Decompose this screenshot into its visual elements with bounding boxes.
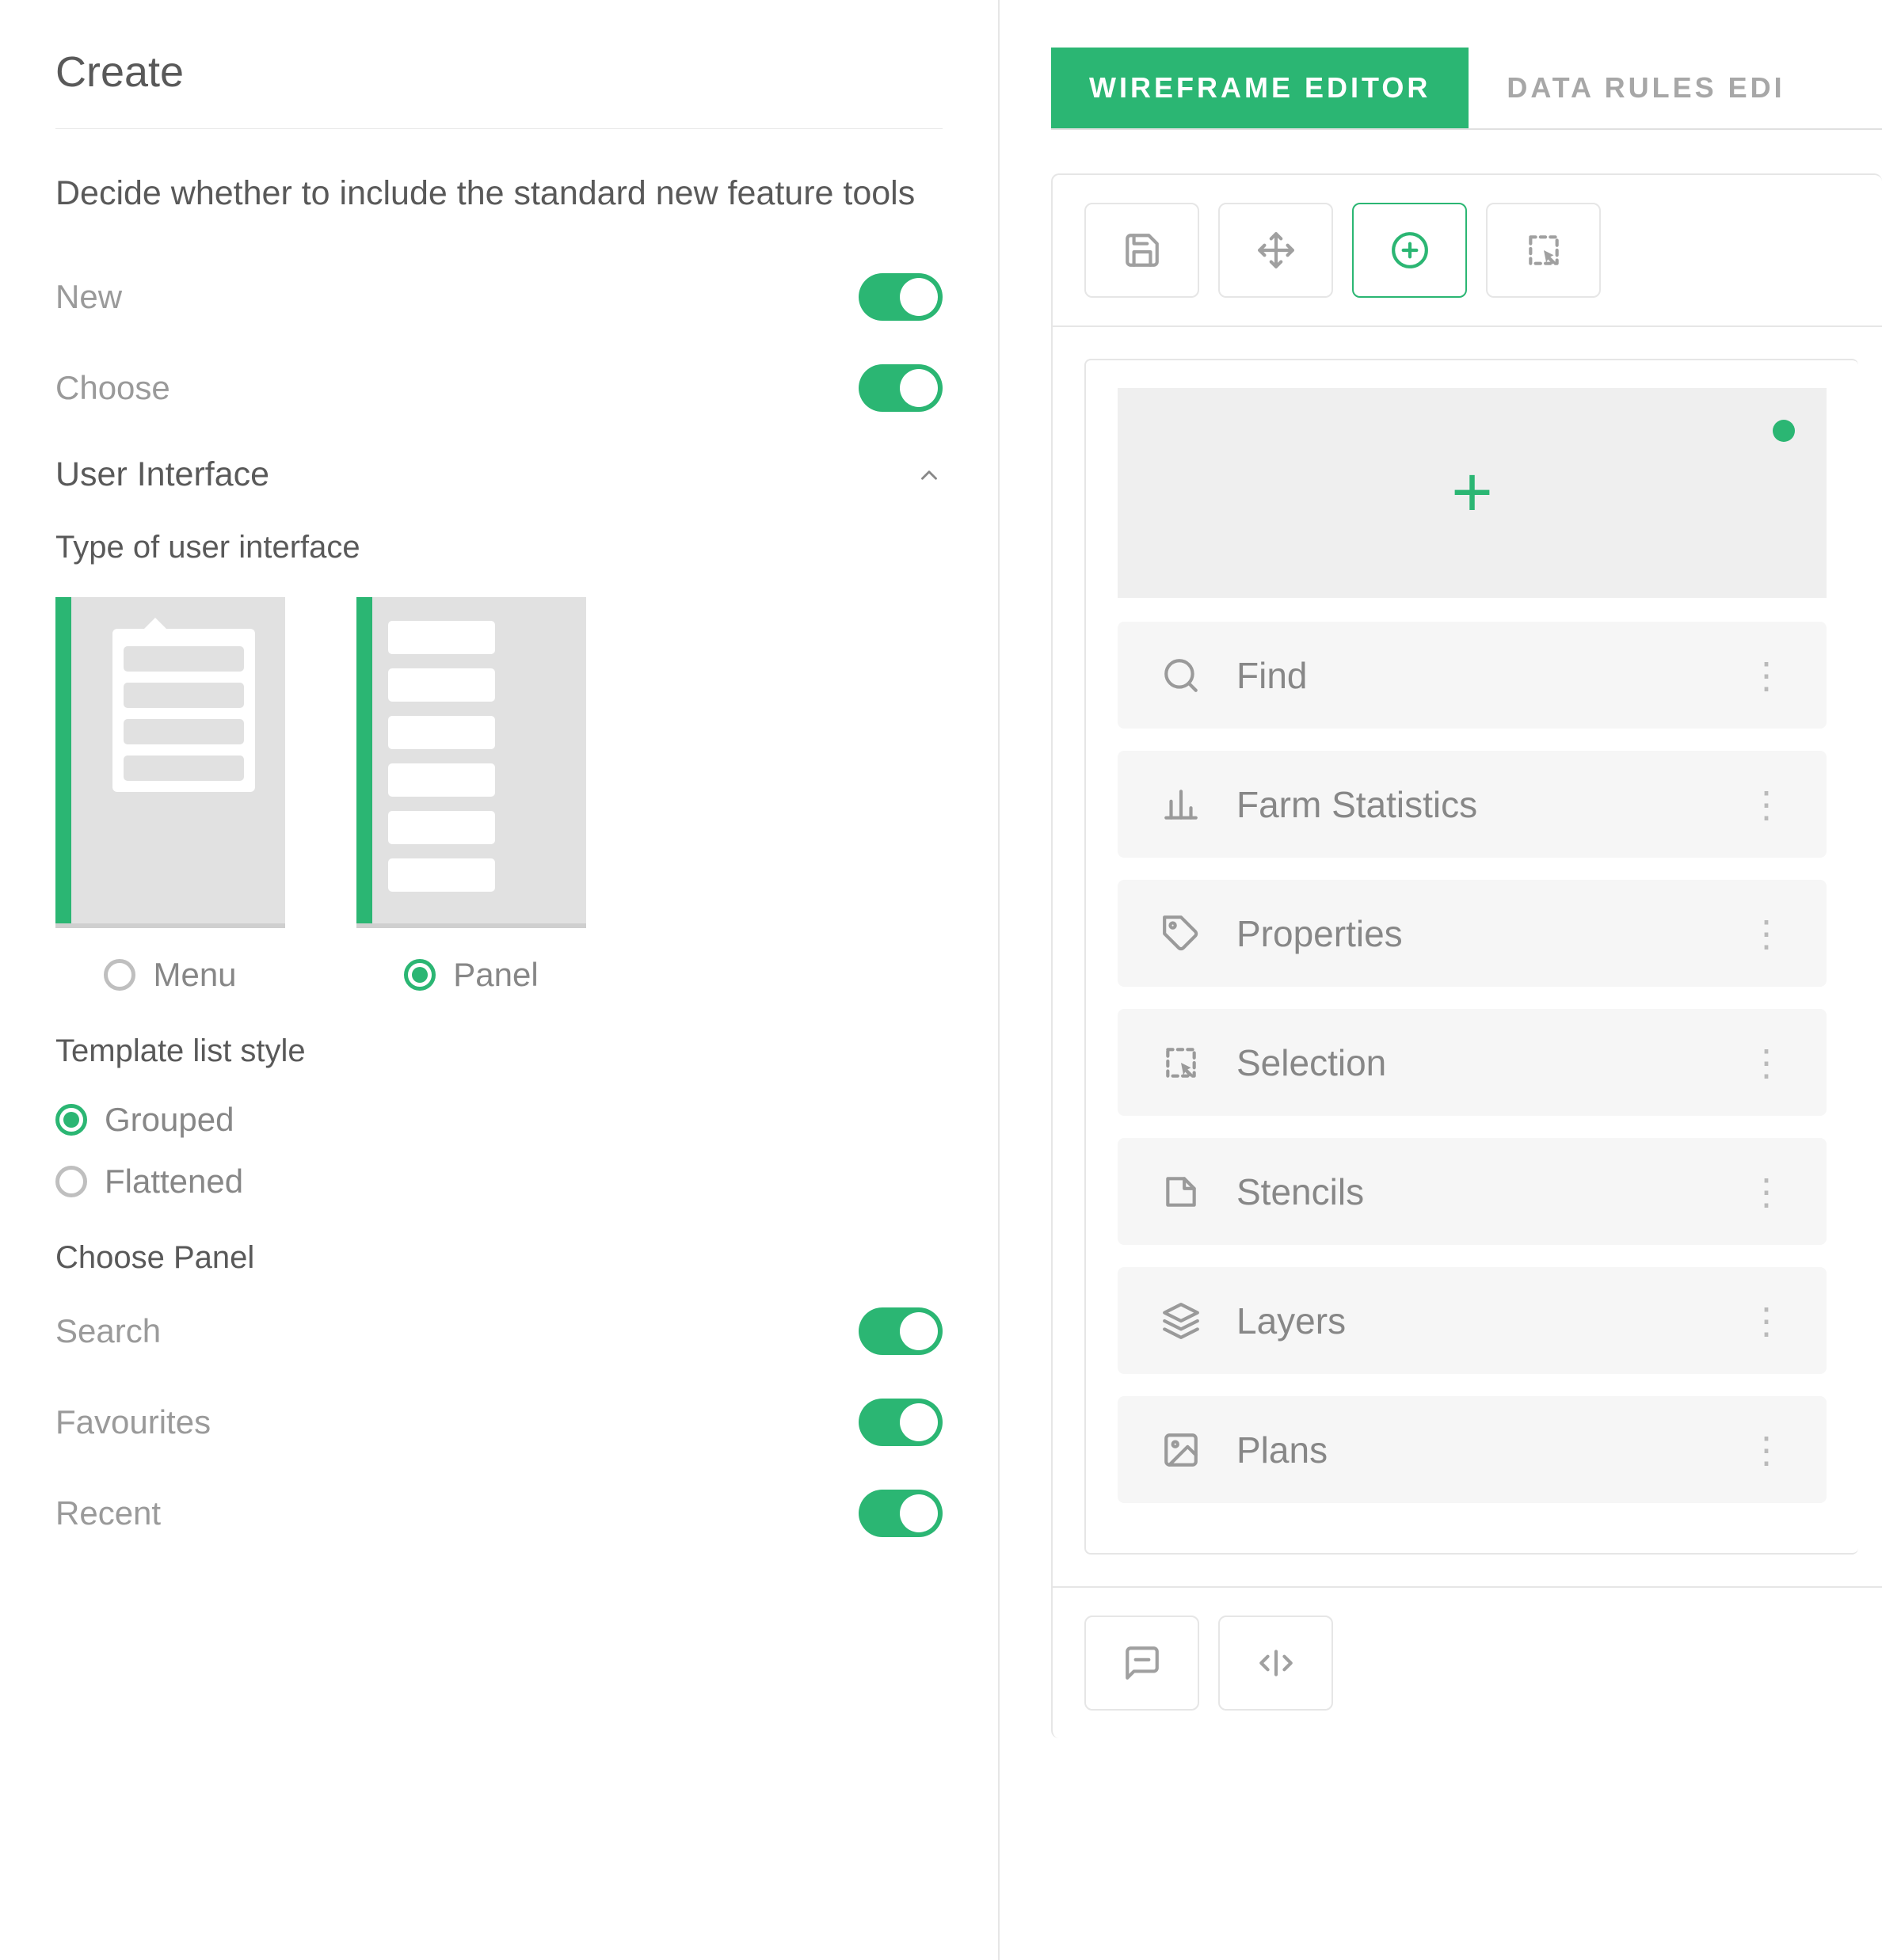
- choose-panel-label: Choose Panel: [55, 1240, 943, 1276]
- toggle-search[interactable]: [859, 1307, 943, 1355]
- toggle-search-row: Search: [55, 1307, 943, 1355]
- panel-item-label: Find: [1236, 654, 1748, 697]
- panel-item-label: Plans: [1236, 1429, 1748, 1471]
- panel-item-label: Farm Statistics: [1236, 783, 1748, 826]
- editor-tabs: WIREFRAME EDITOR DATA RULES EDI: [1051, 48, 1882, 130]
- ui-type-options: Menu Panel: [55, 597, 943, 994]
- toggle-choose[interactable]: [859, 364, 943, 412]
- toggle-recent-label: Recent: [55, 1494, 161, 1532]
- more-icon[interactable]: ⋮: [1748, 1041, 1783, 1084]
- more-icon[interactable]: ⋮: [1748, 783, 1783, 826]
- add-panel-block[interactable]: +: [1118, 388, 1827, 598]
- code-button[interactable]: [1218, 1616, 1333, 1711]
- ui-option-menu[interactable]: Menu: [55, 597, 285, 994]
- panel-item-label: Properties: [1236, 912, 1748, 955]
- ui-card-panel: [356, 597, 586, 928]
- page-description: Decide whether to include the standard n…: [55, 169, 943, 218]
- plus-icon: +: [1451, 452, 1493, 534]
- layers-icon: [1161, 1301, 1201, 1341]
- ui-type-label: Type of user interface: [55, 530, 943, 565]
- more-icon[interactable]: ⋮: [1748, 1170, 1783, 1213]
- select-button[interactable]: [1486, 203, 1601, 298]
- radio-flattened-label: Flattened: [105, 1163, 243, 1201]
- toggle-favourites-row: Favourites: [55, 1399, 943, 1446]
- wireframe-canvas: + Find ⋮ Farm Statistics ⋮ Properties ⋮ …: [1084, 359, 1858, 1555]
- panel-item-find[interactable]: Find ⋮: [1118, 622, 1827, 729]
- divider: [55, 128, 943, 129]
- toggle-favourites[interactable]: [859, 1399, 943, 1446]
- panel-item-label: Selection: [1236, 1041, 1748, 1084]
- toggle-new-label: New: [55, 278, 122, 316]
- comment-icon: [1122, 1643, 1162, 1683]
- panel-item-selection[interactable]: Selection ⋮: [1118, 1009, 1827, 1116]
- radio-grouped-label: Grouped: [105, 1101, 234, 1139]
- save-icon: [1122, 230, 1162, 270]
- select-icon: [1161, 1043, 1201, 1083]
- radio-flattened[interactable]: [55, 1166, 87, 1197]
- template-style-options: Grouped Flattened: [55, 1101, 943, 1201]
- panel-item-plans[interactable]: Plans ⋮: [1118, 1396, 1827, 1503]
- radio-grouped[interactable]: [55, 1104, 87, 1136]
- toggle-recent[interactable]: [859, 1490, 943, 1537]
- chevron-up-icon: [916, 462, 943, 489]
- search-icon: [1161, 656, 1201, 695]
- toggle-recent-row: Recent: [55, 1490, 943, 1537]
- more-icon[interactable]: ⋮: [1748, 1429, 1783, 1471]
- plus-circle-icon: [1390, 230, 1430, 270]
- select-icon: [1524, 230, 1564, 270]
- toggle-choose-label: Choose: [55, 369, 170, 407]
- comment-button[interactable]: [1084, 1616, 1199, 1711]
- status-dot: [1773, 420, 1795, 442]
- image-icon: [1161, 1430, 1201, 1470]
- panel-item-label: Stencils: [1236, 1170, 1748, 1213]
- toggle-new[interactable]: [859, 273, 943, 321]
- toggle-choose-row: Choose: [55, 364, 943, 412]
- bottom-toolbar: [1053, 1586, 1882, 1738]
- panel-item-layers[interactable]: Layers ⋮: [1118, 1267, 1827, 1374]
- tab-data-rules[interactable]: DATA RULES EDI: [1469, 48, 1823, 128]
- editor-area: + Find ⋮ Farm Statistics ⋮ Properties ⋮ …: [1051, 173, 1882, 1738]
- bar-chart-icon: [1161, 785, 1201, 824]
- settings-panel: Create Decide whether to include the sta…: [0, 0, 998, 1960]
- add-button[interactable]: [1352, 203, 1467, 298]
- more-icon[interactable]: ⋮: [1748, 1300, 1783, 1342]
- panel-item-farm-statistics[interactable]: Farm Statistics ⋮: [1118, 751, 1827, 858]
- toggle-new-row: New: [55, 273, 943, 321]
- editor-panel: WIREFRAME EDITOR DATA RULES EDI +: [998, 0, 1882, 1960]
- toggle-favourites-label: Favourites: [55, 1403, 211, 1441]
- tab-wireframe[interactable]: WIREFRAME EDITOR: [1051, 48, 1469, 128]
- top-toolbar: [1053, 175, 1882, 327]
- radio-menu[interactable]: [104, 959, 135, 991]
- ui-section-title: User Interface: [55, 455, 269, 494]
- more-icon[interactable]: ⋮: [1748, 654, 1783, 697]
- template-style-label: Template list style: [55, 1033, 943, 1069]
- move-icon: [1256, 230, 1296, 270]
- panel-item-label: Layers: [1236, 1300, 1748, 1342]
- tag-icon: [1161, 914, 1201, 953]
- more-icon[interactable]: ⋮: [1748, 912, 1783, 955]
- panel-item-properties[interactable]: Properties ⋮: [1118, 880, 1827, 987]
- radio-menu-label: Menu: [153, 956, 236, 994]
- code-icon: [1256, 1643, 1296, 1683]
- panel-item-stencils[interactable]: Stencils ⋮: [1118, 1138, 1827, 1245]
- toggle-search-label: Search: [55, 1312, 161, 1350]
- stencil-icon: [1161, 1172, 1201, 1212]
- ui-option-panel[interactable]: Panel: [356, 597, 586, 994]
- radio-panel-label: Panel: [453, 956, 538, 994]
- template-option-flattened[interactable]: Flattened: [55, 1163, 943, 1201]
- template-option-grouped[interactable]: Grouped: [55, 1101, 943, 1139]
- page-title: Create: [55, 48, 943, 97]
- move-button[interactable]: [1218, 203, 1333, 298]
- radio-panel[interactable]: [404, 959, 436, 991]
- ui-card-menu: [55, 597, 285, 928]
- save-button[interactable]: [1084, 203, 1199, 298]
- ui-section-header[interactable]: User Interface: [55, 455, 943, 494]
